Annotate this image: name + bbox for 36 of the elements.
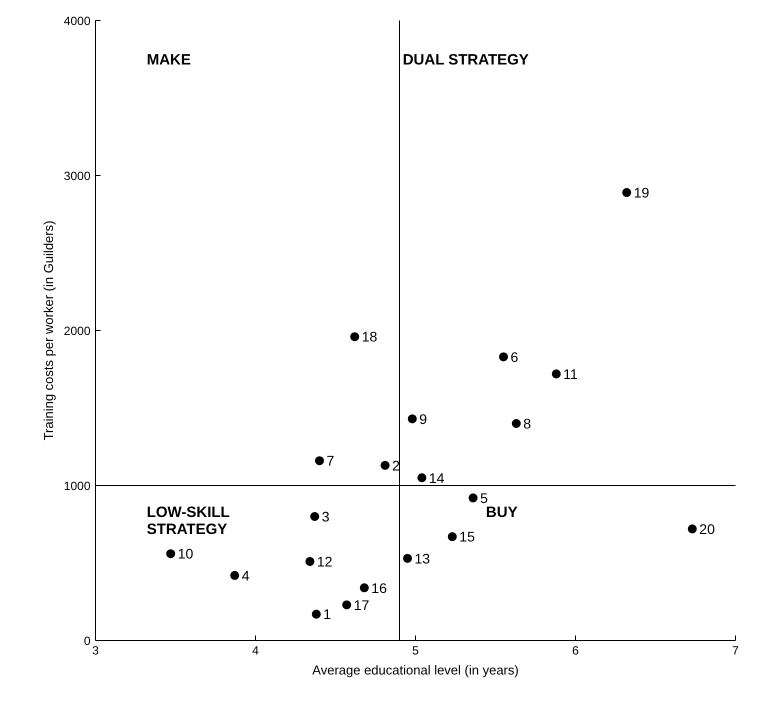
y-tick-label: 3000: [64, 169, 91, 183]
series-label: 1: [323, 606, 332, 622]
y-axis-title: Training costs per worker (in Guilders): [40, 220, 56, 440]
annotation: BUY: [486, 504, 518, 522]
series-label: 13: [414, 550, 430, 566]
y-tick-label: 2000: [64, 324, 91, 338]
x-axis-title: Average educational level (in years): [312, 662, 519, 678]
x-tick-label: 4: [252, 644, 260, 658]
y-tick-label: 1000: [64, 479, 91, 493]
x-tick-label: 3: [92, 644, 100, 658]
series-label: 4: [242, 567, 250, 584]
x-tick-label: 6: [572, 644, 580, 658]
series-label: 7: [326, 452, 334, 469]
series-label: 18: [362, 328, 378, 345]
series-label: 2: [392, 457, 400, 474]
series-label: 15: [459, 528, 476, 545]
x-tick-label: 7: [732, 644, 740, 658]
series-label: 8: [523, 416, 532, 432]
series-label: 11: [563, 366, 578, 382]
series-label: 19: [634, 184, 650, 201]
series-label: 16: [371, 580, 388, 596]
series-label: 3: [322, 508, 330, 524]
series-label: 17: [354, 596, 370, 613]
annotation: MAKE: [146, 52, 191, 68]
series-label: 14: [428, 470, 445, 486]
series-label: 12: [316, 553, 333, 570]
y-tick-label: 0: [84, 634, 91, 648]
series-label: 6: [510, 348, 518, 365]
series-label: 9: [419, 410, 428, 427]
y-tick-label: 4000: [64, 14, 91, 28]
series-label: 10: [178, 546, 194, 562]
series-label: 5: [480, 490, 488, 506]
series-label: 20: [699, 520, 716, 537]
annotation: DUAL STRATEGY: [402, 52, 529, 68]
annotation: LOW-SKILL STRATEGY: [146, 504, 230, 538]
x-tick-label: 5: [412, 644, 420, 658]
